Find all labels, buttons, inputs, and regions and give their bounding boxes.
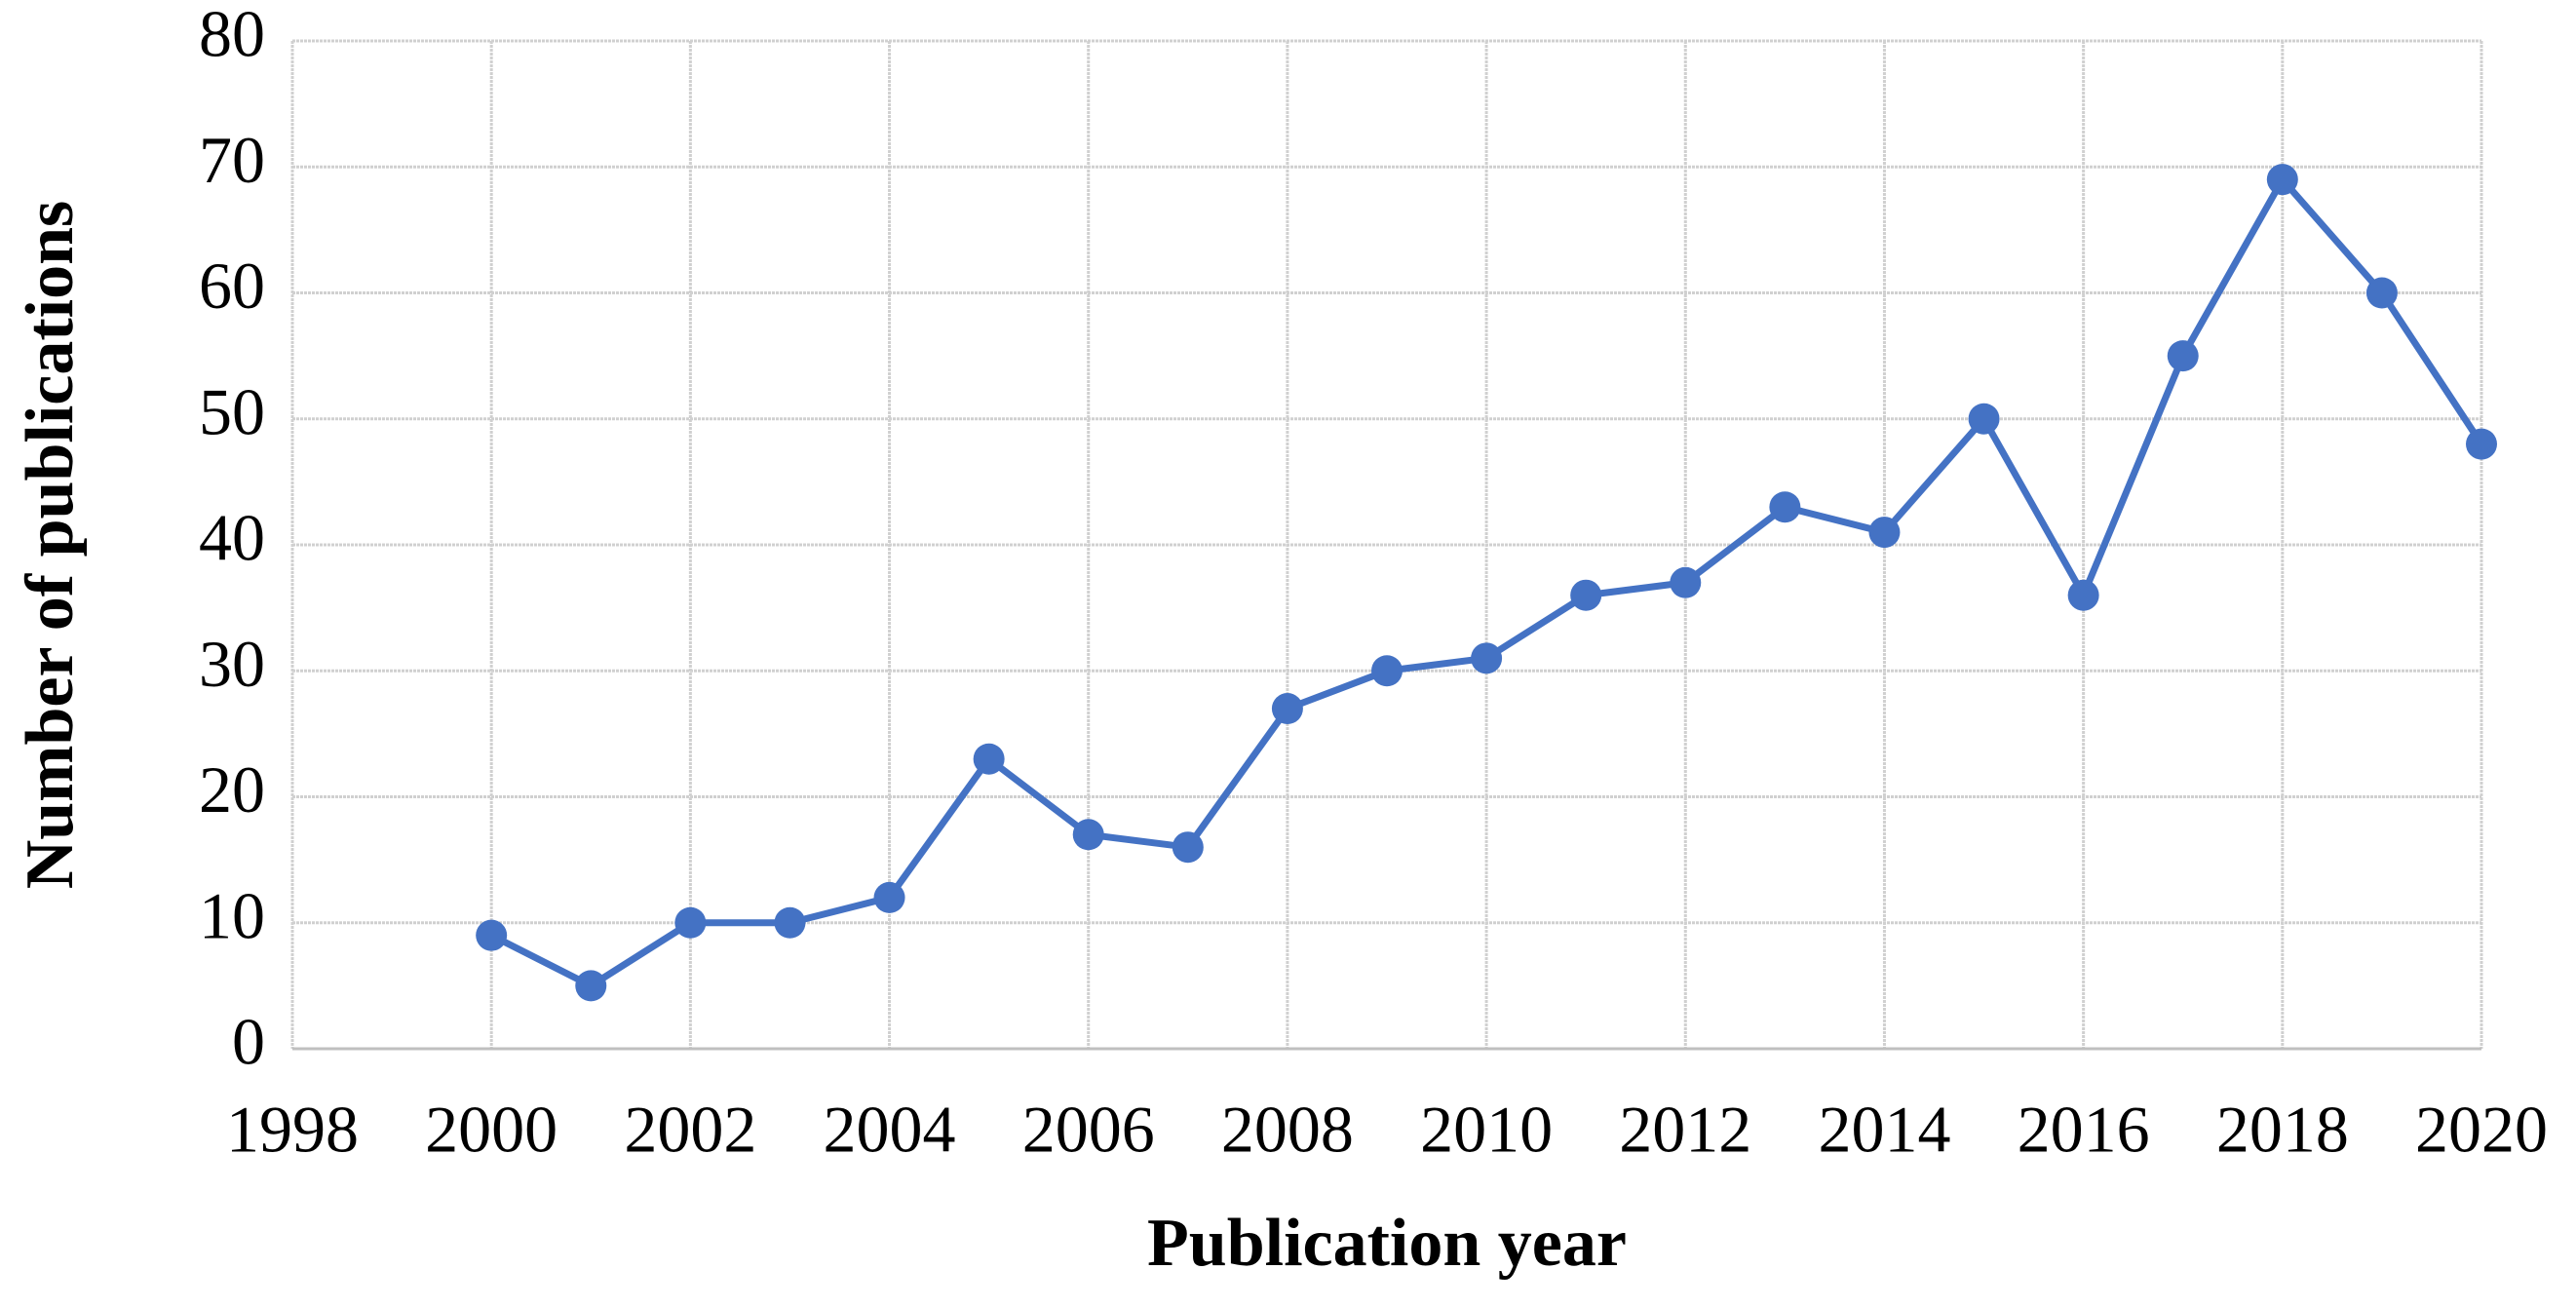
data-point — [1371, 655, 1403, 687]
x-tick-label: 2020 — [2415, 1093, 2548, 1167]
y-tick-label: 50 — [199, 374, 265, 448]
data-point — [1670, 566, 1702, 598]
x-axis-title: Publication year — [1147, 1206, 1627, 1281]
data-point — [873, 881, 905, 913]
x-tick-label: 2010 — [1420, 1093, 1553, 1167]
x-tick-label: 2008 — [1221, 1093, 1354, 1167]
x-tick-label: 2016 — [2018, 1093, 2150, 1167]
data-point — [2266, 164, 2298, 196]
data-point — [476, 919, 508, 951]
x-tick-label: 1998 — [226, 1093, 359, 1167]
x-tick-label: 2012 — [1619, 1093, 1751, 1167]
y-tick-label: 60 — [199, 249, 265, 323]
x-tick-label: 2002 — [624, 1093, 756, 1167]
data-point — [973, 743, 1005, 775]
y-tick-label: 30 — [199, 627, 265, 701]
y-tick-label: 0 — [232, 1005, 265, 1079]
x-tick-label: 2000 — [425, 1093, 557, 1167]
data-point — [575, 970, 607, 1002]
y-tick-label: 10 — [199, 878, 265, 952]
data-point — [1172, 831, 1204, 864]
data-point — [1471, 642, 1503, 674]
x-tick-label: 2004 — [824, 1093, 956, 1167]
data-point — [2067, 579, 2099, 611]
data-point — [1072, 819, 1104, 851]
y-axis-title: Number of publications — [13, 201, 88, 890]
data-point — [1271, 693, 1303, 725]
data-point — [674, 906, 707, 939]
data-point — [2466, 428, 2497, 460]
data-point — [1769, 491, 1801, 523]
x-tick-label: 2014 — [1818, 1093, 1950, 1167]
data-point — [2167, 340, 2199, 372]
data-point — [1570, 579, 1602, 611]
y-tick-label: 70 — [199, 123, 265, 197]
x-tick-label: 2018 — [2216, 1093, 2349, 1167]
data-point — [774, 906, 806, 939]
data-point — [1968, 403, 2000, 435]
y-tick-label: 40 — [199, 501, 265, 575]
y-tick-label: 20 — [199, 752, 265, 827]
x-tick-label: 2006 — [1022, 1093, 1155, 1167]
y-tick-label: 80 — [199, 0, 265, 71]
data-point — [2365, 277, 2398, 309]
data-point — [1868, 517, 1901, 549]
